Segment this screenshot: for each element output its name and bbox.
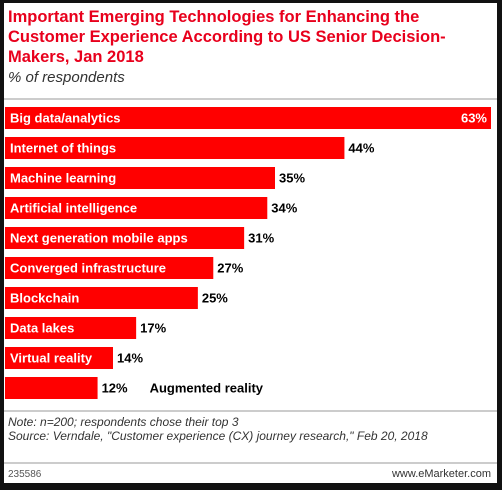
category-label: Internet of things — [10, 140, 116, 155]
plot: Big data/analytics 63% Internet of things 4… — [4, 98, 497, 464]
category-label: Artificial intelligence — [10, 200, 137, 215]
category-label: Big data/analytics — [10, 110, 121, 125]
category-label: Machine learning — [10, 170, 116, 185]
bar — [5, 227, 245, 249]
value-label: 25% — [202, 290, 228, 305]
bar — [5, 257, 214, 279]
value-label: 35% — [279, 170, 305, 185]
category-label: Augmented reality — [150, 380, 264, 395]
note: Note: n=200; respondents chose their top… — [8, 415, 239, 429]
bar — [5, 197, 268, 219]
value-label: 27% — [217, 260, 243, 275]
value-label: 34% — [271, 200, 297, 215]
chart-title: Important Emerging Technologies for Enha… — [8, 8, 446, 66]
category-label: Next generation mobile apps — [10, 230, 188, 245]
footer-id: 235586 — [8, 469, 42, 480]
bar — [5, 287, 198, 309]
value-label: 63% — [461, 110, 487, 125]
footer-site: www.eMarketer.com — [391, 468, 491, 480]
chart-subtitle: % of respondents — [8, 69, 125, 86]
source: Source: Verndale, "Customer experience (… — [8, 429, 428, 443]
category-label: Converged infrastructure — [10, 260, 166, 275]
category-label: Data lakes — [10, 320, 74, 335]
category-label: Blockchain — [10, 290, 79, 305]
bar — [5, 317, 137, 339]
bar — [5, 137, 345, 159]
value-label: 44% — [348, 140, 374, 155]
bar — [5, 107, 491, 129]
bar — [5, 347, 113, 369]
value-label: 14% — [117, 350, 143, 365]
bar — [5, 167, 275, 189]
chart-frame: Important Emerging Technologies for Enha… — [4, 3, 497, 483]
category-label: Virtual reality — [10, 350, 93, 365]
value-label: 12% — [102, 380, 128, 395]
value-label: 17% — [140, 320, 166, 335]
value-label: 31% — [248, 230, 274, 245]
bar — [5, 377, 98, 399]
